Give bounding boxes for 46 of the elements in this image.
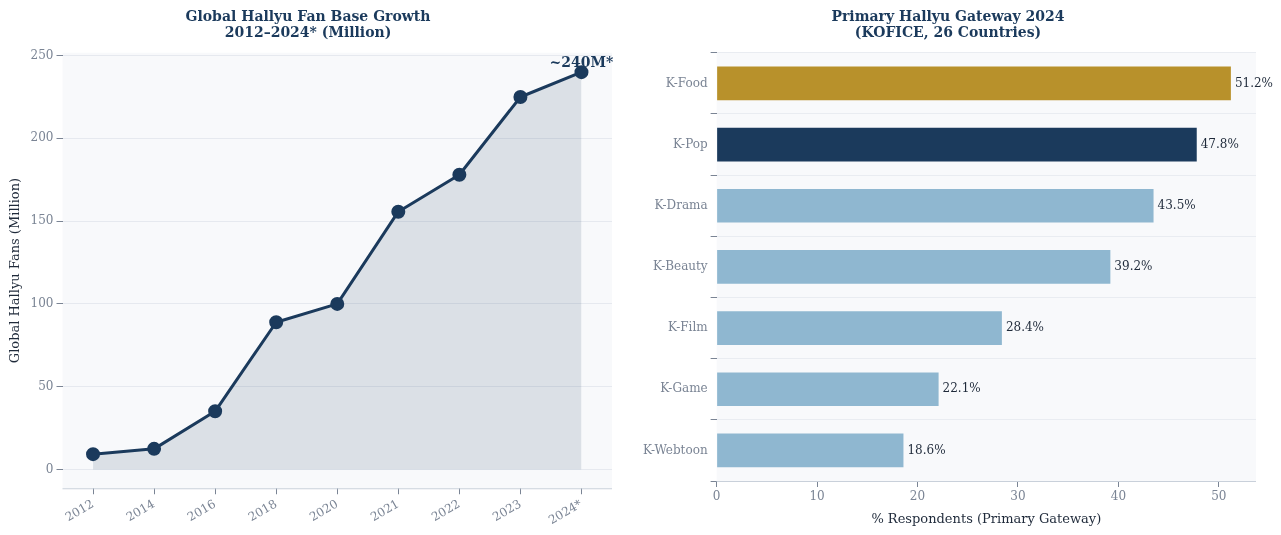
y-tick-label: K-Drama bbox=[654, 197, 708, 212]
y-tick-label: K-Webtoon bbox=[642, 442, 708, 457]
chart-title: Primary Hallyu Gateway 2024 (KOFICE, 26 Countries) bbox=[831, 8, 1065, 40]
data-label: 22.1% bbox=[942, 381, 981, 396]
bar bbox=[717, 433, 904, 468]
bar bbox=[717, 311, 1002, 345]
bar bbox=[717, 66, 1231, 101]
chart-title: Global Hallyu Fan Base Growth 2012–2024* (Million) bbox=[185, 8, 431, 40]
y-tick-label: 0 bbox=[45, 461, 54, 476]
data-label: 39.2% bbox=[1114, 259, 1153, 274]
data-label: 51.2% bbox=[1234, 75, 1274, 90]
data-label: 47.8% bbox=[1200, 136, 1239, 151]
x-tick-label: 10 bbox=[809, 489, 825, 504]
y-tick-label: K-Pop bbox=[672, 136, 708, 151]
data-label: 28.4% bbox=[1005, 320, 1045, 335]
x-tick-label: 0 bbox=[712, 489, 721, 504]
data-label: 18.6% bbox=[907, 442, 946, 457]
point bbox=[86, 447, 101, 462]
point bbox=[330, 296, 345, 311]
y-tick-label: 100 bbox=[30, 296, 54, 311]
point bbox=[452, 167, 467, 182]
y-tick-label: 50 bbox=[38, 378, 54, 393]
bar bbox=[717, 372, 939, 407]
y-tick-label: 150 bbox=[30, 213, 54, 228]
y-axis-title: Global Hallyu Fans (Million) bbox=[7, 177, 23, 364]
bar bbox=[717, 250, 1111, 284]
y-tick-label: K-Food bbox=[665, 75, 708, 90]
bar bbox=[717, 188, 1154, 223]
point bbox=[391, 204, 406, 219]
annotation: ~240M* bbox=[549, 53, 615, 70]
point bbox=[147, 441, 162, 456]
y-tick-label: 250 bbox=[30, 47, 54, 62]
data-label: 43.5% bbox=[1157, 197, 1196, 212]
bar bbox=[717, 127, 1197, 162]
y-tick-label: K-Beauty bbox=[653, 259, 708, 274]
x-tick-label: 30 bbox=[1010, 489, 1026, 504]
y-tick-label: 200 bbox=[30, 130, 54, 145]
x-tick-label: 50 bbox=[1211, 489, 1227, 504]
point bbox=[513, 89, 528, 104]
point bbox=[269, 315, 284, 330]
y-tick-label: K-Film bbox=[668, 320, 709, 335]
x-tick-label: 40 bbox=[1110, 489, 1127, 504]
x-axis-title: % Respondents (Primary Gateway) bbox=[871, 510, 1102, 526]
x-tick-label: 20 bbox=[909, 489, 926, 504]
point bbox=[208, 404, 223, 419]
y-tick-label: K-Game bbox=[660, 381, 708, 396]
